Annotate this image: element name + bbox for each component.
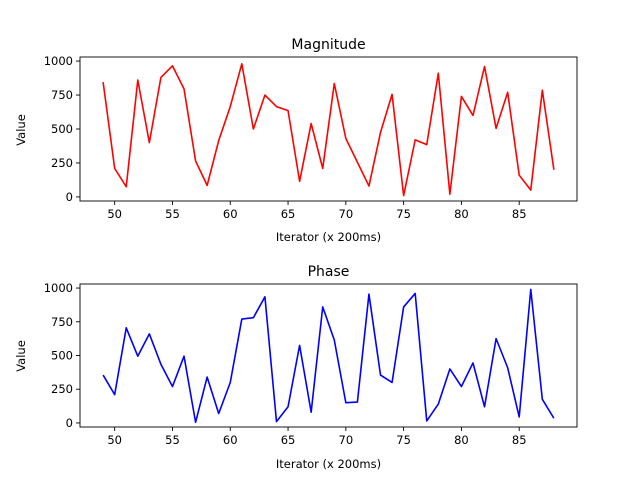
phase-xtick-label: 50 (107, 433, 122, 447)
magnitude-ytick-label: 500 (51, 122, 73, 136)
magnitude-xtick-label: 65 (281, 207, 296, 221)
phase-title: Phase (308, 264, 350, 280)
phase-ytick-label: 250 (51, 382, 73, 396)
magnitude-xtick-label: 50 (107, 207, 122, 221)
magnitude-xtick-label: 55 (165, 207, 180, 221)
phase-xtick-label: 75 (396, 433, 411, 447)
magnitude-series-line (102, 62, 555, 197)
magnitude-xtick-label: 80 (454, 207, 469, 221)
phase-xtick-label: 55 (165, 433, 180, 447)
phase-xtick-label: 80 (454, 433, 469, 447)
phase-xtick-label: 65 (281, 433, 296, 447)
magnitude-xlabel: Iterator (x 200ms) (276, 230, 381, 244)
magnitude-title: Magnitude (291, 37, 365, 53)
magnitude-xtick-label: 70 (339, 207, 354, 221)
magnitude-ytick-label: 250 (51, 156, 73, 170)
phase-ytick-label: 750 (51, 315, 73, 329)
magnitude-panel: Magnitude Iterator (x 200ms) Value 50 55 6… (14, 37, 578, 244)
magnitude-ytick-label: 0 (66, 190, 73, 204)
magnitude-xtick-label: 75 (396, 207, 411, 221)
magnitude-ytick-label: 750 (51, 88, 73, 102)
phase-ylabel: Value (14, 340, 28, 372)
phase-xtick-label: 70 (339, 433, 354, 447)
phase-xtick-label: 85 (512, 433, 527, 447)
magnitude-xtick-label: 60 (223, 207, 238, 221)
magnitude-xtick-label: 85 (512, 207, 527, 221)
phase-xtick-label: 60 (223, 433, 238, 447)
phase-xlabel: Iterator (x 200ms) (276, 457, 381, 471)
magnitude-ytick-label: 1000 (44, 54, 73, 68)
phase-series-line (102, 288, 555, 424)
phase-ytick-label: 1000 (44, 281, 73, 295)
phase-ytick-label: 0 (66, 416, 73, 430)
phase-panel: Phase Iterator (x 200ms) Value 50 55 60 65 7… (14, 264, 578, 471)
phase-ytick-label: 500 (51, 349, 73, 363)
magnitude-ylabel: Value (14, 114, 28, 146)
